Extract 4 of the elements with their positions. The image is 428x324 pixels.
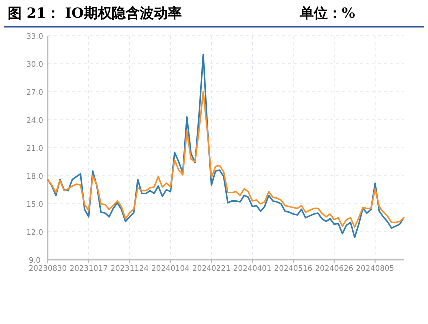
line-series [47, 91, 405, 228]
chart-subtitle: 单位：% [299, 6, 356, 22]
line-series [47, 54, 405, 238]
chart-title: 图 21： IO期权隐含波动率 [8, 5, 182, 22]
